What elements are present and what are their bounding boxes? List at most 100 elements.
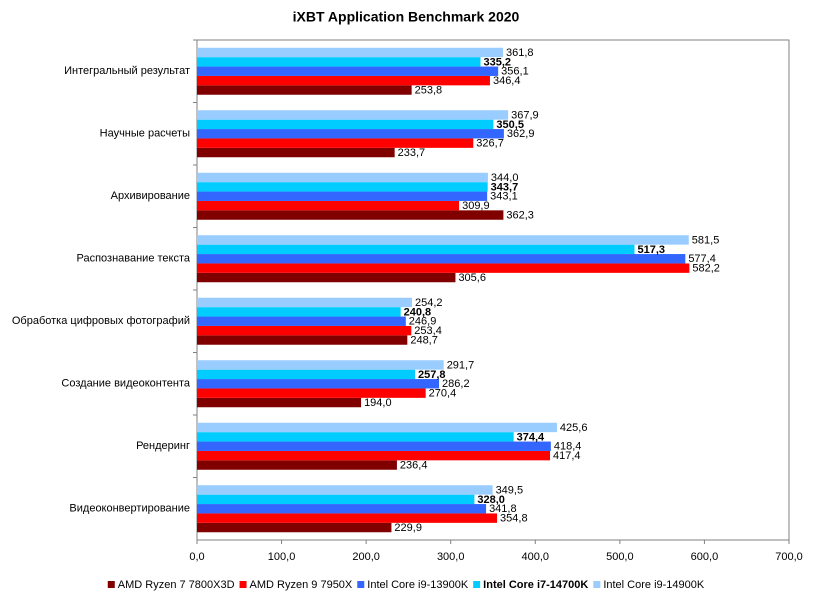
bar [197, 360, 444, 370]
x-tick-label: 200,0 [352, 551, 380, 563]
legend-swatch [107, 581, 115, 588]
bar [197, 504, 487, 514]
bar [197, 110, 509, 120]
y-tick-label: Создание видеоконтента [61, 378, 190, 390]
value-label: 577,4 [688, 253, 716, 265]
bar [197, 450, 551, 461]
y-tick-label: Обработка цифровых фотографий [12, 315, 190, 327]
y-tick-label: Рендеринг [136, 440, 190, 452]
value-label: 309,9 [462, 200, 490, 212]
bar [197, 272, 456, 283]
value-label: 362,3 [506, 209, 534, 221]
value-label: 346,4 [493, 75, 521, 87]
x-tick-label: 600,0 [691, 551, 719, 563]
x-tick-label: 400,0 [522, 551, 550, 563]
bar [197, 513, 498, 523]
bar [197, 210, 504, 220]
value-label: 194,0 [364, 397, 392, 409]
value-label: 291,7 [447, 359, 475, 371]
bar [197, 66, 499, 76]
bar [197, 432, 514, 442]
value-label: 417,4 [553, 450, 581, 462]
value-label: 270,4 [429, 388, 457, 400]
bar [197, 147, 395, 158]
bar [197, 369, 416, 380]
bar [197, 235, 689, 245]
value-label: 517,3 [637, 244, 665, 256]
bar [197, 200, 460, 211]
value-label: 257,8 [418, 369, 446, 381]
value-label: 335,2 [483, 56, 511, 68]
bar [197, 244, 635, 255]
value-label: 253,4 [414, 325, 442, 337]
value-label: 253,8 [415, 84, 443, 96]
bar [197, 75, 490, 86]
bar [197, 325, 412, 336]
bar [197, 129, 504, 139]
value-label: 425,6 [560, 422, 588, 434]
y-tick-label: Архивирование [111, 190, 190, 202]
legend-label: AMD Ryzen 9 7950X [250, 579, 353, 591]
value-label: 236,4 [400, 459, 428, 471]
bar [197, 522, 392, 533]
x-tick-label: 300,0 [437, 551, 465, 563]
value-label: 248,7 [410, 334, 438, 346]
x-tick-label: 0,0 [189, 551, 204, 563]
value-label: 254,2 [415, 297, 443, 309]
bar [197, 57, 481, 67]
y-tick-label: Интегральный результат [64, 65, 190, 77]
value-label: 582,2 [692, 263, 720, 275]
y-tick-label: Распознавание текста [76, 253, 190, 265]
value-label: 286,2 [442, 378, 470, 390]
value-label: 362,9 [507, 128, 535, 140]
bar [197, 138, 474, 148]
value-label: 343,1 [490, 191, 518, 203]
bar [197, 335, 408, 345]
bar [197, 460, 397, 470]
value-label: 356,1 [501, 66, 529, 78]
bar [197, 47, 503, 58]
bar [197, 316, 406, 326]
value-label: 326,7 [476, 138, 504, 150]
value-label: 233,7 [398, 147, 426, 159]
legend-swatch [593, 581, 601, 588]
legend-label: Intel Core i9-13900K [367, 579, 469, 591]
bar [197, 172, 488, 183]
legend-swatch [357, 581, 365, 588]
bar [197, 441, 551, 451]
value-label: 418,4 [554, 441, 582, 453]
legend-label: Intel Core i9-14900K [603, 579, 705, 591]
value-label: 240,8 [404, 306, 432, 318]
legend-swatch [473, 581, 481, 588]
value-label: 374,4 [517, 431, 545, 443]
bar [197, 254, 686, 264]
value-label: 350,5 [496, 119, 524, 131]
bar [197, 182, 488, 192]
y-tick-label: Научные расчеты [100, 128, 190, 140]
x-tick-label: 700,0 [775, 551, 803, 563]
value-label: 246,9 [409, 316, 437, 328]
legend-label: AMD Ryzen 7 7800X3D [118, 579, 235, 591]
value-label: 305,6 [458, 272, 486, 284]
value-label: 328,0 [477, 494, 505, 506]
value-label: 361,8 [506, 47, 534, 59]
value-label: 354,8 [500, 513, 528, 525]
x-tick-label: 500,0 [606, 551, 634, 563]
bar [197, 485, 493, 495]
value-label: 349,5 [496, 484, 524, 496]
legend-label: Intel Core i7-14700K [483, 579, 588, 591]
value-label: 367,9 [511, 109, 539, 121]
bar [197, 85, 412, 95]
bar [197, 191, 488, 201]
x-tick-label: 100,0 [268, 551, 296, 563]
bar [197, 297, 412, 308]
bar [197, 119, 494, 130]
chart-title: iXBT Application Benchmark 2020 [293, 9, 520, 25]
bar [197, 379, 440, 389]
bar [197, 422, 557, 433]
value-label: 343,7 [491, 181, 519, 193]
bar [197, 494, 475, 505]
bar [197, 307, 401, 317]
bar [197, 388, 426, 398]
